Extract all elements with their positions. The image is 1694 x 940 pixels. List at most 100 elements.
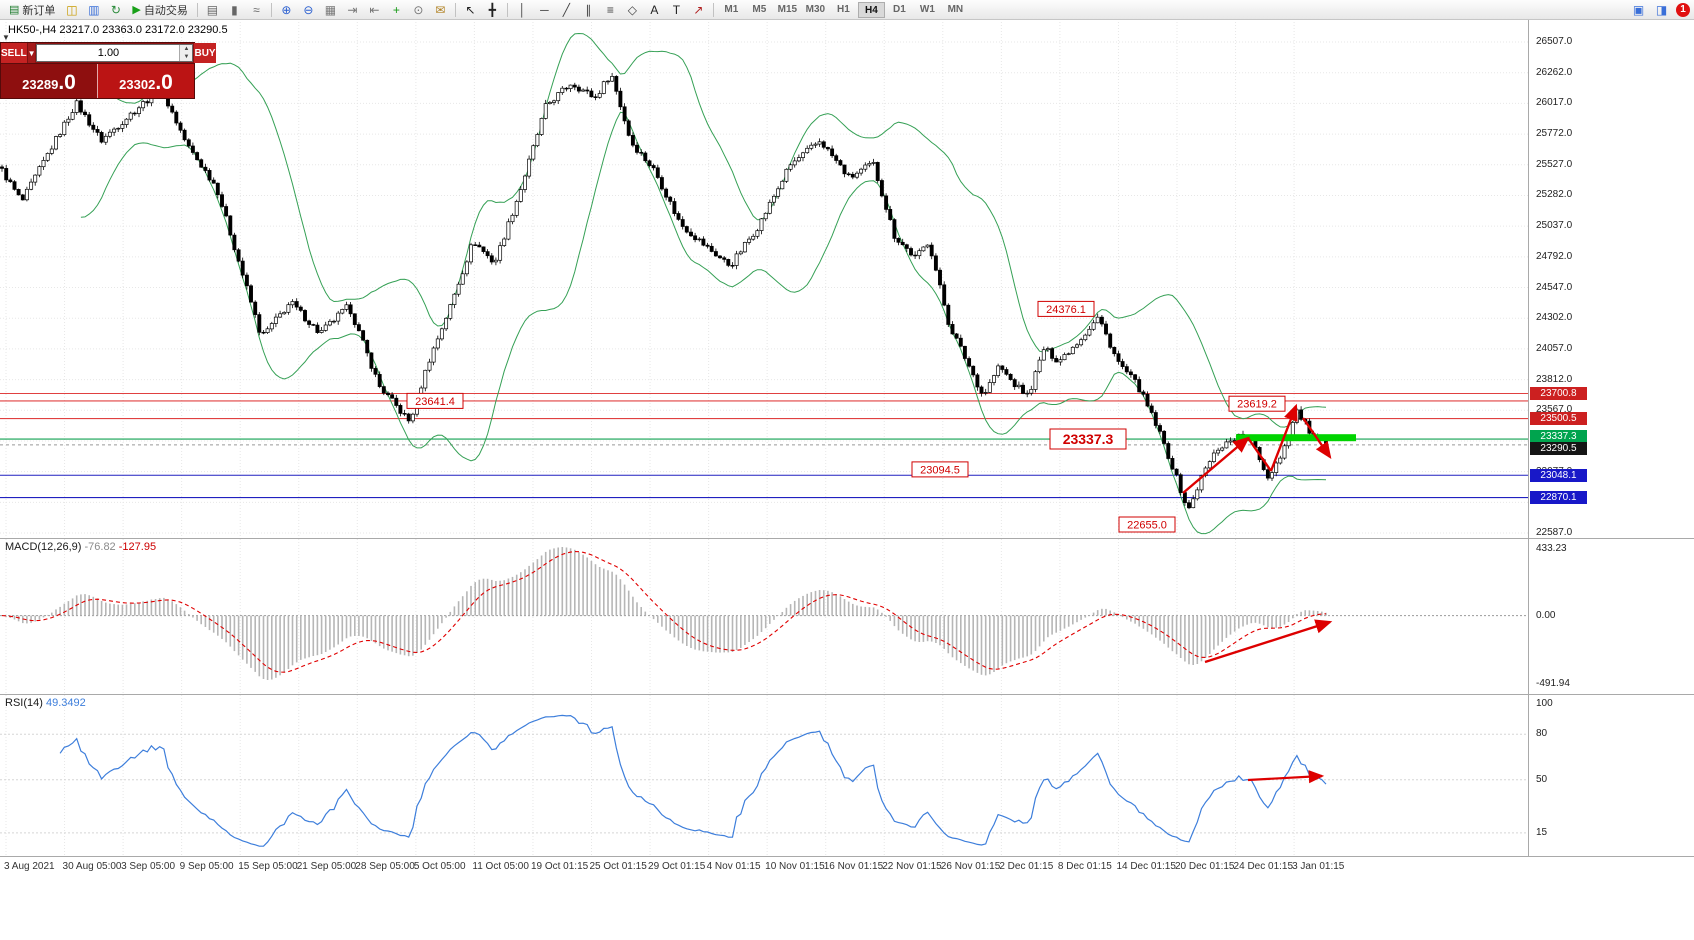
time-axis-label: 5 Oct 05:00 [413, 861, 466, 872]
volume-input[interactable] [37, 45, 180, 61]
bar-chart-icon[interactable]: ▤ [202, 1, 223, 18]
mail-icon[interactable]: ✉ [430, 1, 451, 18]
toolbar-separator [506, 2, 508, 17]
time-axis-label: 28 Sep 05:00 [355, 861, 415, 872]
tile-windows-icon[interactable]: ▦ [320, 1, 341, 18]
chart-window-icon[interactable]: ▣ [1628, 1, 1649, 18]
time-axis-label: 11 Oct 05:00 [472, 861, 529, 872]
timeframe-w1-button[interactable]: W1 [919, 3, 935, 15]
time-axis-label: 21 Sep 05:00 [296, 861, 357, 872]
trendline-icon[interactable]: ╱ [556, 1, 577, 18]
macd-axis: 433.23 0.00 -491.94 [1529, 539, 1694, 694]
period-icon[interactable]: ⊙ [408, 1, 429, 18]
notification-badge[interactable]: 1 [1676, 2, 1690, 17]
volume-increase-button[interactable]: ▲ [180, 45, 193, 53]
buy-button[interactable]: BUY [194, 43, 216, 63]
axis-label: 25282.0 [1536, 189, 1573, 201]
buy-price[interactable]: 23302.0 [97, 64, 194, 98]
text-label-icon[interactable]: T [666, 1, 687, 18]
macd-title: MACD(12,26,9) -76.82 -127.95 [5, 541, 156, 553]
fibonacci-icon[interactable]: ≡ [600, 1, 621, 18]
text-label-icon: T [672, 2, 681, 17]
horizontal-line-icon[interactable]: ─ [534, 1, 555, 18]
timeframe-h1-button[interactable]: H1 [836, 3, 850, 15]
auto-trading-icon: ▶ [132, 4, 141, 16]
price-chart-canvas[interactable]: 23641.4 24376.1 23619.2 23337.3 23094.5 22655… [0, 19, 1528, 538]
text-icon[interactable]: A [644, 1, 665, 18]
timeframe-d1-button[interactable]: D1 [892, 3, 906, 15]
crosshair-icon[interactable]: ╋ [482, 1, 503, 18]
zoom-in-icon[interactable]: ⊕ [276, 1, 297, 18]
auto-trading-button-label: 自动交易 [143, 4, 188, 17]
auto-trading-button[interactable]: ▶ 自动交易 [127, 1, 192, 18]
rsi-axis: 100 80 50 15 [1529, 695, 1694, 856]
chart-shift-icon[interactable]: ⇤ [364, 1, 385, 18]
svg-text:23619.2: 23619.2 [1237, 399, 1277, 411]
vertical-line-icon[interactable]: │ [512, 1, 533, 18]
volume-decrease-button[interactable]: ▼ [180, 53, 193, 61]
panel-separator[interactable] [0, 694, 1694, 695]
charts-grid-icon[interactable]: ◫ [61, 1, 82, 18]
price-tag: 23500.5 [1530, 412, 1587, 426]
auto-scroll-icon: ⇥ [347, 2, 358, 17]
axis-label: 25772.0 [1536, 128, 1573, 140]
time-axis-label: 8 Dec 01:15 [1057, 861, 1112, 872]
toolbar-right-group: ▣ ◨ 1 [1628, 1, 1690, 18]
new-chart-icon[interactable]: + [386, 1, 407, 18]
svg-text:23094.5: 23094.5 [920, 464, 960, 476]
sell-price[interactable]: 23289.0 [1, 64, 97, 98]
axis-label: 24792.0 [1536, 250, 1573, 262]
one-click-panel-toggle-icon[interactable]: ▼ [2, 33, 10, 42]
panel-separator [0, 856, 1694, 857]
cursor-icon[interactable]: ↖ [460, 1, 481, 18]
panel-separator[interactable] [0, 538, 1694, 539]
profiles-icon[interactable]: ▥ [83, 1, 104, 18]
axis-label: 23812.0 [1536, 373, 1573, 385]
axis-label: 26507.0 [1536, 36, 1573, 47]
vertical-line-icon: │ [518, 2, 527, 17]
new-order-icon: ▤ [9, 4, 20, 16]
text-icon: A [650, 2, 659, 17]
layout-icon[interactable]: ◨ [1651, 1, 1672, 18]
svg-text:23337.3: 23337.3 [1063, 431, 1114, 447]
zoom-out-icon[interactable]: ⊖ [298, 1, 319, 18]
sell-dropdown-button[interactable]: ▼ [26, 43, 36, 63]
timeframe-m5-button[interactable]: M5 [752, 3, 767, 15]
timeframe-h4-button[interactable]: H4 [857, 1, 885, 18]
time-axis-label: 26 Nov 01:15 [940, 861, 1001, 872]
rsi-value: 49.3492 [45, 697, 86, 709]
shapes-icon[interactable]: ◇ [622, 1, 643, 18]
refresh-icon[interactable]: ↻ [105, 1, 126, 18]
axis-label: 23567.0 [1536, 404, 1573, 416]
time-axis-label: 30 Aug 05:00 [62, 861, 122, 872]
toolbar-left-group: ▤ 新订单 ◫ ▥ ↻ ▶ 自动交易 ▤ ▮ ≈ ⊕ ⊖ ▦ ⇥ ⇤ + ⊙ ✉ ↖ ╋ │ ─ ╱ ∥ ≡ ◇ A T ↗ [4, 1, 717, 18]
time-axis-label: 10 Nov 01:15 [765, 861, 825, 872]
new-order-button[interactable]: ▤ 新订单 [4, 1, 60, 18]
timeframe-m1-button[interactable]: M1 [724, 3, 739, 15]
trade-panel-controls: SELL ▼ ▲ ▼ BUY [1, 43, 216, 63]
line-chart-icon[interactable]: ≈ [246, 1, 267, 18]
arrows-tool-icon: ↗ [693, 2, 704, 17]
rsi-name: RSI(14) [5, 697, 43, 709]
chart-ohlc-info: HK50-,H4 23217.0 23363.0 23172.0 23290.5 [8, 24, 228, 36]
tile-windows-icon: ▦ [324, 2, 337, 17]
time-axis-label: 24 Dec 01:15 [1233, 861, 1294, 872]
axis-label: 26262.0 [1536, 66, 1573, 78]
sell-button[interactable]: SELL [1, 43, 27, 63]
macd-indicator-canvas[interactable] [0, 539, 1528, 694]
buy-price-main: 23302 [119, 77, 156, 92]
timeframe-m15-button[interactable]: M15 [777, 3, 798, 15]
candlestick-chart-icon[interactable]: ▮ [224, 1, 245, 18]
charts-grid-icon: ◫ [66, 2, 78, 17]
timeframe-m30-button[interactable]: M30 [805, 3, 826, 15]
rsi-indicator-canvas[interactable] [0, 695, 1528, 856]
equidistant-channel-icon[interactable]: ∥ [578, 1, 599, 18]
main-toolbar: ▤ 新订单 ◫ ▥ ↻ ▶ 自动交易 ▤ ▮ ≈ ⊕ ⊖ ▦ ⇥ ⇤ + ⊙ ✉ ↖ ╋ │ ─ ╱ ∥ ≡ ◇ A T ↗ M1 M5 M… [0, 0, 1694, 20]
price-tag: 23048.1 [1530, 468, 1587, 482]
timeframe-mn-button[interactable]: MN [947, 3, 964, 15]
auto-scroll-icon[interactable]: ⇥ [342, 1, 363, 18]
axis-label: 15 [1536, 826, 1548, 838]
axis-label: 24547.0 [1536, 281, 1573, 293]
arrows-tool-icon[interactable]: ↗ [688, 1, 709, 18]
price-tag: 23290.5 [1530, 442, 1587, 456]
